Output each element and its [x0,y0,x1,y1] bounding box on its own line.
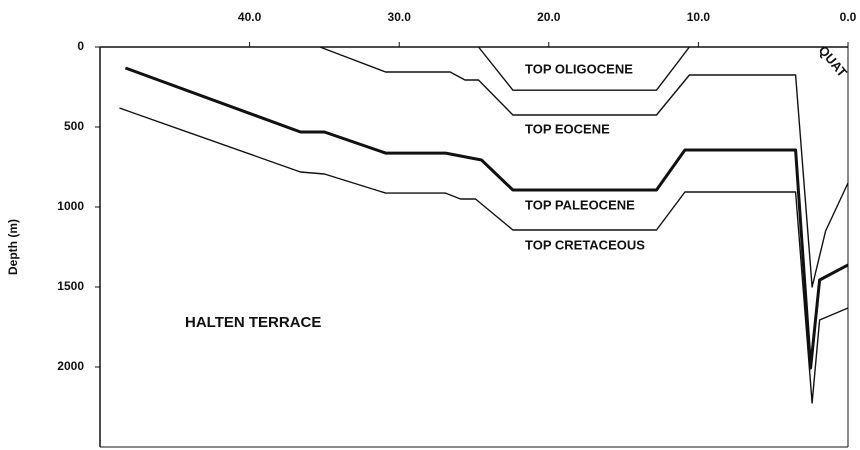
y-tick-label: 2000 [57,359,84,373]
x-tick-label: 20.0 [537,10,561,24]
annotation: TOP PALEOCENE [525,197,635,212]
x-tick-label: 10.0 [687,10,711,24]
y-tick-label: 500 [64,119,84,133]
y-tick-label: 1500 [57,279,84,293]
x-tick-label: 0.0 [840,10,857,24]
annotation: QUAT [816,43,851,80]
annotation: HALTEN TERRACE [185,314,321,331]
horizon-line [124,66,849,370]
y-tick-label: 0 [77,39,84,53]
x-tick-label: 40.0 [238,10,262,24]
x-tick-label: 30.0 [388,10,412,24]
y-tick-label: 1000 [57,199,84,213]
horizon-line [119,107,849,404]
annotation: TOP EOCENE [525,121,610,136]
annotation: TOP OLIGOCENE [525,61,633,76]
annotation: TOP CRETACEOUS [525,237,645,252]
horizon-line [319,46,849,288]
horizon-line [477,46,690,91]
y-axis-label: Depth (m) [6,219,20,275]
